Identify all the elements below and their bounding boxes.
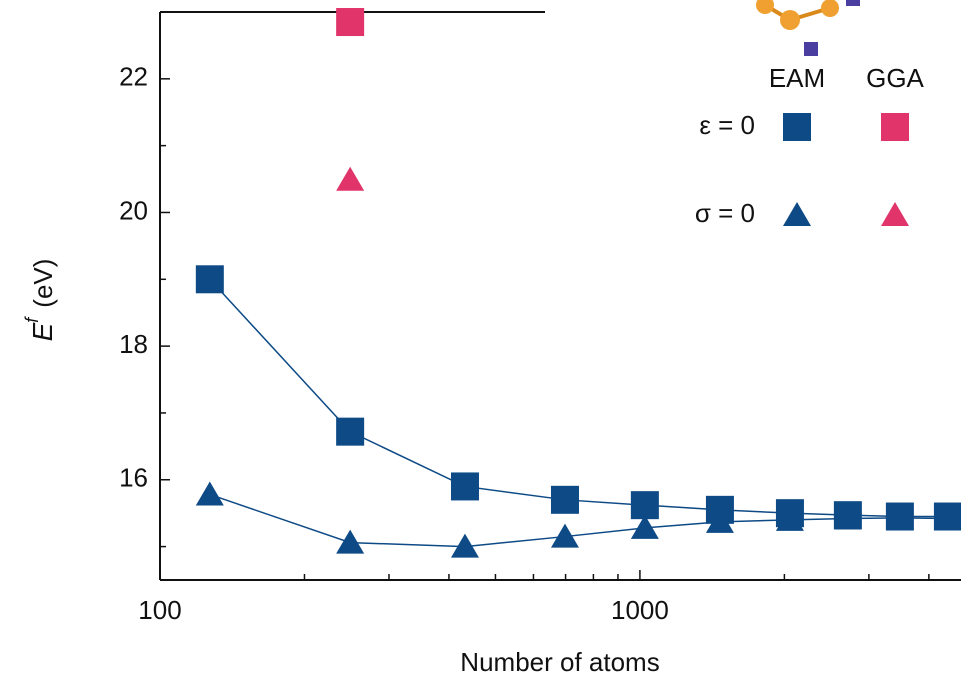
- y-tick-label: 22: [119, 62, 148, 92]
- triangle-marker: [450, 533, 479, 558]
- triangle-marker: [933, 505, 961, 530]
- y-axis-label: Ef (eV): [22, 259, 59, 342]
- triangle-marker: [885, 504, 914, 529]
- legend-marker: [881, 202, 909, 226]
- square-marker: [450, 472, 479, 501]
- triangle-marker: [550, 523, 579, 548]
- triangle-marker: [630, 514, 659, 539]
- legend-row-label: σ = 0: [695, 198, 755, 228]
- x-tick-label: 100: [138, 595, 181, 625]
- square-marker: [336, 8, 365, 37]
- legend-marker: [881, 113, 909, 141]
- legend-marker: [783, 202, 811, 226]
- square-marker: [336, 417, 365, 446]
- triangle-marker: [775, 506, 804, 531]
- legend-row-label: ε = 0: [699, 110, 755, 140]
- y-label-unit: (eV): [28, 259, 58, 308]
- y-label-sup: f: [22, 316, 42, 323]
- x-tick-label: 1000: [611, 595, 669, 625]
- series-line: [209, 493, 948, 548]
- y-tick-label: 20: [119, 195, 148, 225]
- square-marker: [630, 491, 659, 520]
- y-tick-label: 16: [119, 463, 148, 493]
- triangle-marker: [336, 166, 365, 191]
- series-line: [209, 278, 948, 518]
- x-axis-label: Number of atoms: [460, 647, 659, 677]
- y-label-base: E: [27, 322, 58, 341]
- square-marker: [195, 265, 224, 294]
- y-tick-label: 18: [119, 329, 148, 359]
- legend-marker: [783, 113, 811, 141]
- legend-column-label: GGA: [866, 63, 924, 93]
- triangle-marker: [195, 481, 224, 506]
- triangle-marker: [336, 529, 365, 554]
- square-marker: [550, 485, 579, 514]
- triangle-marker: [833, 505, 862, 530]
- molecule-icon: [756, 0, 860, 56]
- triangle-marker: [705, 508, 734, 533]
- legend-column-label: EAM: [769, 63, 825, 93]
